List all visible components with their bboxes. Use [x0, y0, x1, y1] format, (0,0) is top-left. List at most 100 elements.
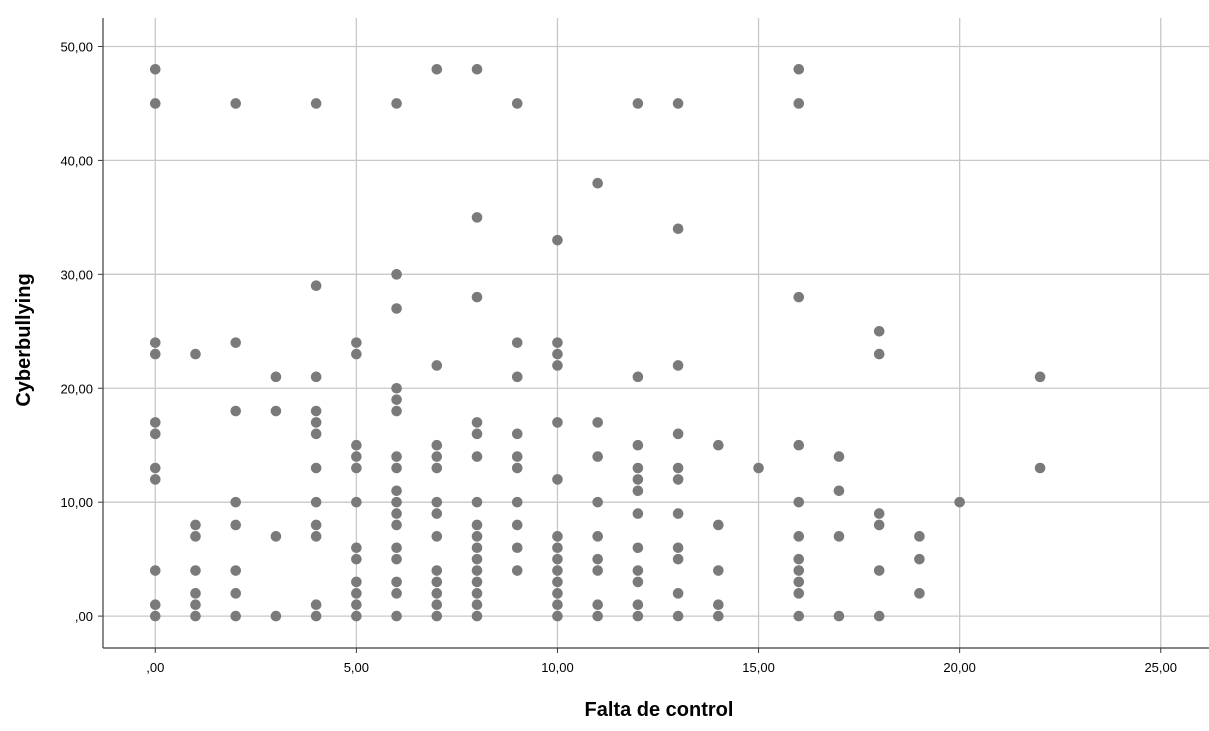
data-point: [833, 451, 845, 462]
y-tick-label: 40,00: [60, 153, 93, 168]
data-point: [431, 565, 443, 576]
data-point: [793, 565, 805, 576]
data-point: [431, 599, 443, 611]
data-point: [552, 588, 563, 599]
data-point: [1034, 462, 1046, 474]
data-point: [431, 63, 443, 75]
y-tick-label: 30,00: [60, 267, 93, 282]
data-points: [149, 63, 1046, 622]
data-point: [310, 519, 322, 531]
data-point: [793, 291, 805, 303]
x-tick-label: 15,00: [742, 660, 775, 675]
data-point: [391, 269, 402, 280]
data-point: [391, 98, 402, 109]
data-point: [753, 462, 764, 474]
data-point: [310, 599, 322, 611]
data-point: [431, 451, 443, 462]
data-point: [471, 212, 483, 223]
data-point: [793, 610, 805, 622]
data-point: [672, 508, 684, 519]
data-point: [351, 576, 362, 588]
data-point: [672, 588, 684, 599]
data-point: [873, 610, 885, 622]
x-tick-label: 5,00: [344, 660, 369, 675]
x-tick-label: 25,00: [1144, 660, 1177, 675]
data-point: [552, 565, 563, 576]
data-point: [310, 98, 322, 109]
data-point: [190, 519, 201, 531]
data-point: [672, 474, 684, 485]
data-point: [873, 565, 885, 576]
data-point: [391, 394, 402, 405]
data-point: [552, 553, 563, 565]
data-point: [471, 553, 483, 565]
data-point: [552, 337, 563, 348]
data-point: [471, 417, 483, 428]
data-point: [149, 565, 161, 576]
data-point: [793, 496, 805, 508]
data-point: [954, 496, 965, 508]
data-point: [149, 462, 161, 474]
data-point: [431, 576, 443, 588]
data-point: [431, 462, 443, 474]
x-tick-label: 10,00: [541, 660, 574, 675]
data-point: [511, 451, 523, 462]
data-point: [391, 303, 402, 314]
data-point: [190, 610, 201, 622]
data-point: [471, 428, 483, 440]
data-point: [511, 371, 523, 383]
data-point: [632, 439, 644, 451]
data-point: [351, 542, 362, 554]
data-point: [914, 588, 925, 599]
data-point: [431, 531, 443, 542]
y-tick-label: 20,00: [60, 381, 93, 396]
data-point: [552, 360, 563, 371]
data-point: [793, 588, 805, 599]
data-point: [190, 599, 201, 611]
data-point: [270, 531, 282, 542]
data-point: [190, 531, 201, 542]
data-point: [310, 405, 322, 417]
data-point: [391, 451, 402, 462]
data-point: [149, 599, 161, 611]
y-tick-label: ,00: [75, 609, 93, 624]
data-point: [552, 531, 563, 542]
data-point: [431, 496, 443, 508]
data-point: [672, 223, 684, 235]
data-point: [552, 542, 563, 554]
data-point: [310, 462, 322, 474]
data-point: [270, 371, 282, 383]
data-point: [230, 405, 242, 417]
data-point: [511, 98, 523, 109]
data-point: [632, 542, 644, 554]
data-point: [793, 98, 805, 109]
data-point: [632, 462, 644, 474]
data-point: [511, 428, 523, 440]
data-point: [310, 280, 322, 292]
data-point: [873, 348, 885, 360]
data-point: [391, 519, 402, 531]
data-point: [391, 542, 402, 554]
data-point: [230, 588, 242, 599]
data-point: [511, 496, 523, 508]
data-point: [471, 451, 483, 462]
data-point: [391, 588, 402, 599]
data-point: [431, 508, 443, 519]
data-point: [632, 371, 644, 383]
data-point: [672, 360, 684, 371]
data-point: [431, 588, 443, 599]
data-point: [713, 599, 724, 611]
data-point: [632, 610, 644, 622]
data-point: [431, 439, 443, 451]
data-point: [511, 565, 523, 576]
data-point: [793, 553, 805, 565]
data-point: [552, 610, 563, 622]
data-point: [351, 462, 362, 474]
data-point: [672, 98, 684, 109]
data-point: [190, 565, 201, 576]
data-point: [632, 98, 644, 109]
data-point: [149, 474, 161, 485]
data-point: [149, 337, 161, 348]
grid-lines: [103, 18, 1209, 648]
data-point: [310, 428, 322, 440]
